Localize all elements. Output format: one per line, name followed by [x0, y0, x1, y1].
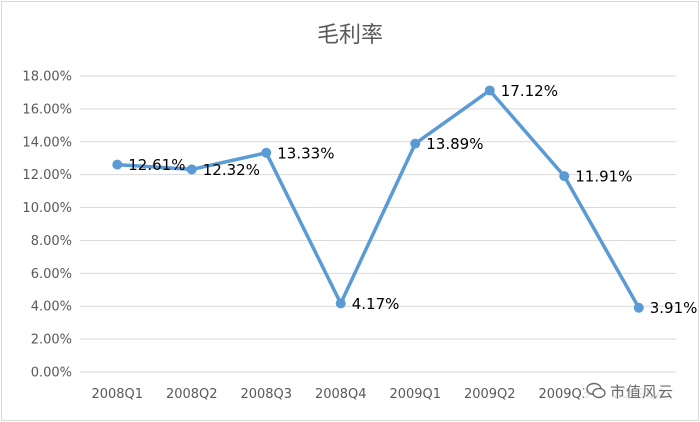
x-axis-ticks: 2008Q1 2008Q2 2008Q3 2008Q4 2009Q1 2009Q2 2009… [91, 387, 664, 402]
y-tick-label: 10.00% [22, 201, 72, 216]
data-labels: 12.61% 12.32% 13.33% 4.17% 13.89% 17.12% 11.91… [128, 82, 697, 317]
y-axis-ticks: 0.00% 2.00% 4.00% 6.00% 8.00% 10.00% 12.00% 14.… [22, 70, 72, 381]
data-point [186, 164, 197, 175]
data-point [484, 85, 495, 96]
gridlines [80, 75, 676, 373]
data-point [410, 138, 421, 149]
series-line [115, 88, 641, 310]
y-tick-label: 4.00% [31, 300, 72, 315]
watermark-text: 市值风云 [610, 382, 675, 401]
x-tick-label: 2009Q2 [464, 387, 516, 402]
data-label: 13.89% [426, 135, 483, 153]
x-tick-label: 2008Q1 [91, 387, 143, 402]
series-group [112, 85, 644, 313]
x-tick-label: 2009Q3 [538, 387, 590, 402]
data-label: 11.91% [575, 168, 632, 186]
data-label: 17.12% [501, 82, 558, 100]
data-label: 3.91% [650, 299, 698, 317]
chart-title: 毛利率 [317, 23, 383, 48]
x-tick-label: 2008Q3 [240, 387, 292, 402]
y-tick-label: 18.00% [22, 70, 72, 85]
data-label: 4.17% [352, 295, 400, 313]
y-tick-label: 12.00% [22, 168, 72, 183]
y-tick-label: 6.00% [31, 267, 72, 282]
y-tick-label: 2.00% [31, 333, 72, 348]
y-tick-label: 0.00% [31, 366, 72, 381]
data-point [112, 159, 123, 170]
x-tick-label: 2008Q2 [166, 387, 218, 402]
data-label: 12.32% [203, 161, 260, 179]
x-tick-label: 2008Q4 [315, 387, 367, 402]
x-tick-label: 2009Q1 [389, 387, 441, 402]
data-point [559, 171, 570, 182]
y-tick-label: 8.00% [31, 234, 72, 249]
data-point [633, 302, 644, 313]
data-label: 12.61% [128, 156, 185, 174]
y-tick-label: 14.00% [22, 135, 72, 150]
watermark: 市值风云 [584, 380, 679, 402]
data-label: 13.33% [277, 144, 334, 162]
data-point [335, 298, 346, 309]
chat-bubble-icon [586, 382, 606, 399]
data-point [261, 147, 272, 158]
y-tick-label: 16.00% [22, 102, 72, 117]
